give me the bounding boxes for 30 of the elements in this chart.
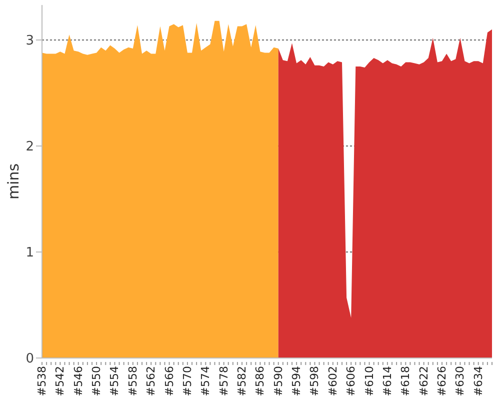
- x-tick-label: #582: [236, 366, 248, 396]
- x-tick-label: #570: [180, 366, 194, 396]
- x-tick-label: #614: [380, 366, 394, 396]
- x-tick-label: #622: [417, 366, 430, 396]
- x-tick-label: #546: [72, 366, 85, 396]
- x-tick-label: #598: [308, 366, 322, 396]
- x-tick-label: #542: [54, 366, 67, 396]
- x-tick-label: #630: [454, 366, 467, 396]
- x-tick-label: #562: [144, 366, 158, 396]
- x-tick-label: #594: [290, 366, 304, 396]
- y-tick-label: 1: [26, 246, 34, 261]
- x-tick-label: #602: [326, 366, 340, 396]
- x-tick-label: #550: [90, 366, 104, 396]
- x-tick-label: #574: [199, 366, 212, 396]
- x-tick-label: #618: [399, 366, 412, 396]
- y-axis-title: mins: [4, 163, 22, 200]
- x-tick-label: #566: [162, 366, 176, 396]
- x-tick-label: #634: [472, 366, 485, 396]
- x-tick-label: #538: [36, 366, 48, 396]
- x-tick-label: #554: [108, 366, 122, 396]
- y-tick-label: 0: [26, 352, 34, 367]
- x-tick-label: #610: [362, 366, 376, 396]
- x-tick-label: #578: [217, 366, 230, 396]
- x-tick-label: #626: [436, 366, 448, 396]
- x-tick-label: #586: [254, 366, 267, 396]
- y-tick-label: 2: [26, 140, 34, 155]
- x-tick-label: #606: [344, 366, 358, 396]
- x-tick-label: #558: [126, 366, 140, 396]
- x-tick-label: #590: [272, 366, 285, 396]
- y-tick-label: 3: [26, 34, 34, 49]
